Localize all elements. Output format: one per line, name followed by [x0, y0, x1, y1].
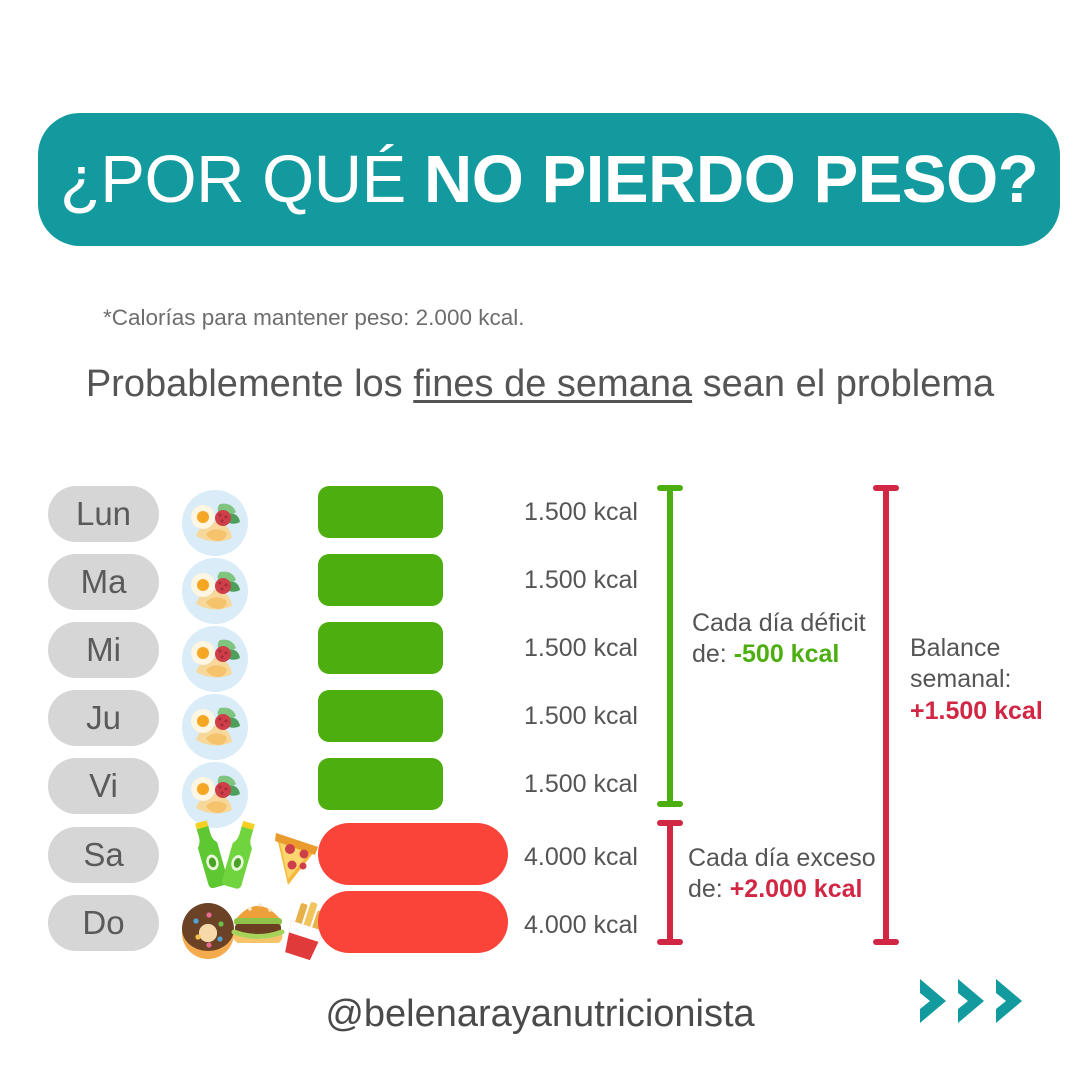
- page-title: ¿POR QUÉ NO PIERDO PESO?: [60, 146, 1039, 213]
- bar-ma: [318, 554, 443, 606]
- day-label-do: Do: [48, 895, 159, 951]
- weekly-balance-bracket: [873, 485, 899, 945]
- bar-sa: [318, 823, 508, 885]
- kcal-value-sa: 4.000 kcal: [524, 843, 638, 871]
- kcal-value-lun: 1.500 kcal: [524, 498, 638, 526]
- deficit-note-line1: Cada día déficit: [692, 609, 866, 637]
- healthy-plate-icon: [176, 484, 326, 560]
- bracket-cap-top: [657, 820, 683, 826]
- bracket-cap-top: [657, 485, 683, 491]
- healthy-plate-icon: [176, 552, 326, 628]
- bracket-stem: [667, 825, 673, 940]
- kcal-value-ma: 1.500 kcal: [524, 566, 638, 594]
- bar-do: [318, 891, 508, 953]
- bar-lun: [318, 486, 443, 538]
- healthy-plate-icon: [176, 756, 326, 832]
- daily-excess-note: Cada día exceso de: +2.000 kcal: [688, 843, 893, 906]
- day-label-sa: Sa: [48, 827, 159, 883]
- bracket-cap-bottom: [873, 939, 899, 945]
- maintenance-calories-note: *Calorías para mantener peso: 2.000 kcal…: [103, 305, 525, 330]
- healthy-plate-icon: [176, 688, 326, 764]
- kcal-value-vi: 1.500 kcal: [524, 770, 638, 798]
- bar-vi: [318, 758, 443, 810]
- title-bold-part: NO PIERDO PESO?: [423, 142, 1039, 217]
- weekday-deficit-bracket: [657, 485, 683, 807]
- deficit-note-prefix: de:: [692, 640, 734, 669]
- swipe-chevrons-icon[interactable]: [916, 975, 1036, 1027]
- weekend-excess-bracket: [657, 820, 683, 945]
- beer-pizza-icon: [176, 811, 326, 889]
- excess-note-value: +2.000 kcal: [729, 875, 863, 904]
- balance-note-value: +1.500 kcal: [910, 696, 1043, 725]
- headline-underlined: fines de semana: [413, 363, 693, 405]
- excess-note-prefix: de:: [688, 875, 730, 904]
- donut-burger-fries-icon: [176, 881, 326, 961]
- balance-note-line1: Balance: [910, 634, 1001, 662]
- bracket-cap-bottom: [657, 801, 683, 807]
- bracket-stem: [667, 490, 673, 802]
- day-label-lun: Lun: [48, 486, 159, 542]
- kcal-value-do: 4.000 kcal: [524, 911, 638, 939]
- headline: Probablemente los fines de semana sean e…: [70, 360, 1010, 409]
- day-label-mi: Mi: [48, 622, 159, 678]
- kcal-value-ju: 1.500 kcal: [524, 702, 638, 730]
- title-banner: ¿POR QUÉ NO PIERDO PESO?: [38, 113, 1060, 246]
- bracket-stem: [883, 490, 889, 940]
- balance-note-line2: semanal:: [910, 665, 1012, 694]
- headline-part-2: sean el problema: [692, 363, 995, 405]
- day-label-ma: Ma: [48, 554, 159, 610]
- deficit-note-value: -500 kcal: [733, 640, 840, 669]
- day-label-ju: Ju: [48, 690, 159, 746]
- bracket-cap-bottom: [657, 939, 683, 945]
- daily-deficit-note: Cada día déficit de: -500 kcal: [692, 608, 887, 671]
- headline-part-1: Probablemente los: [85, 363, 414, 405]
- instagram-handle: @belenarayanutricionista: [325, 993, 755, 1035]
- weekly-balance-note: Balance semanal: +1.500 kcal: [910, 633, 1070, 727]
- title-light-part: ¿POR QUÉ: [59, 142, 424, 217]
- bar-ju: [318, 690, 443, 742]
- kcal-value-mi: 1.500 kcal: [524, 634, 638, 662]
- bracket-cap-top: [873, 485, 899, 491]
- bar-mi: [318, 622, 443, 674]
- day-label-vi: Vi: [48, 758, 159, 814]
- healthy-plate-icon: [176, 620, 326, 696]
- excess-note-line1: Cada día exceso: [688, 844, 876, 872]
